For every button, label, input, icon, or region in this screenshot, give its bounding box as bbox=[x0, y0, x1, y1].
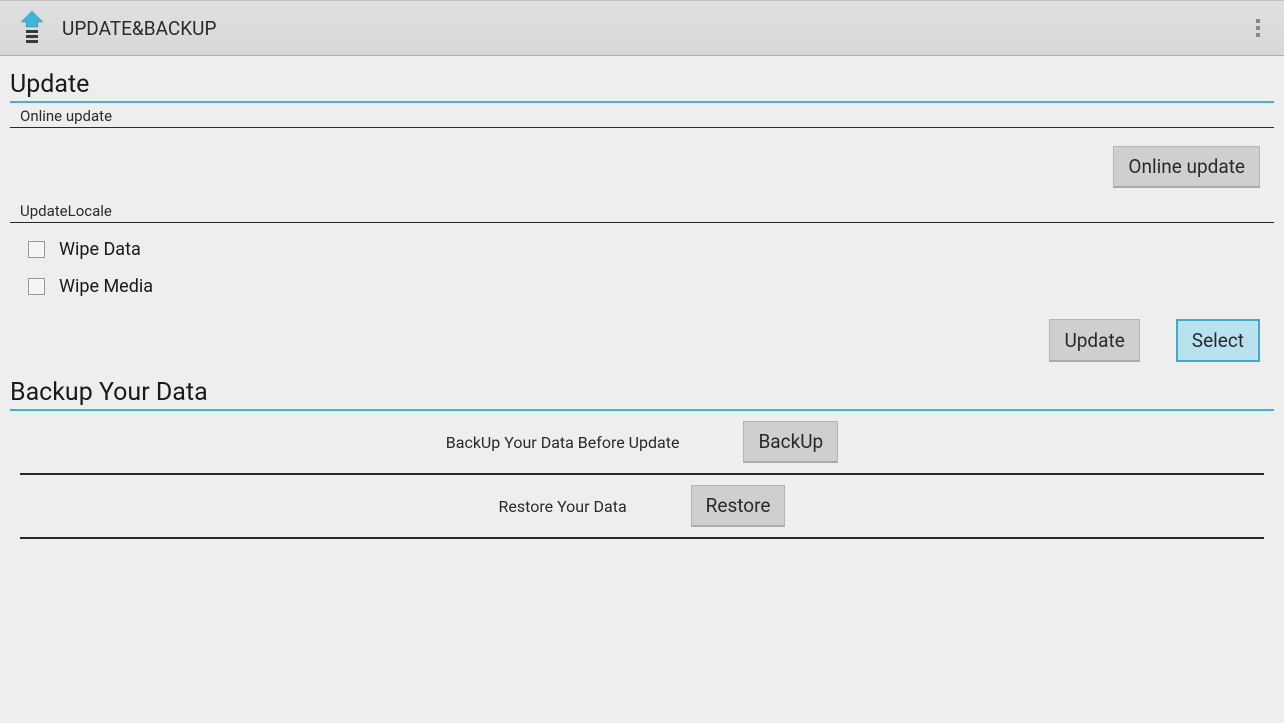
update-button[interactable]: Update bbox=[1049, 319, 1139, 362]
subsection-divider bbox=[10, 127, 1274, 128]
online-update-label: Online update bbox=[10, 103, 1274, 127]
subsection-divider bbox=[10, 222, 1274, 223]
update-section-title: Update bbox=[10, 64, 1274, 101]
backup-text: BackUp Your Data Before Update bbox=[446, 433, 680, 452]
select-button[interactable]: Select bbox=[1176, 319, 1260, 362]
backup-row: BackUp Your Data Before Update BackUp bbox=[20, 411, 1264, 475]
backup-section-title: Backup Your Data bbox=[10, 372, 1274, 409]
online-update-button-row: Online update bbox=[10, 132, 1274, 198]
online-update-button[interactable]: Online update bbox=[1113, 146, 1260, 188]
app-title: UPDATE&BACKUP bbox=[62, 17, 216, 40]
wipe-media-checkbox[interactable] bbox=[28, 278, 45, 295]
wipe-data-checkbox[interactable] bbox=[28, 241, 45, 258]
restore-text: Restore Your Data bbox=[499, 497, 627, 516]
restore-button[interactable]: Restore bbox=[691, 485, 786, 527]
restore-row: Restore Your Data Restore bbox=[20, 475, 1264, 539]
wipe-media-row: Wipe Media bbox=[10, 268, 1274, 305]
update-locale-button-row: Update Select bbox=[10, 305, 1274, 372]
wipe-media-label: Wipe Media bbox=[59, 276, 153, 297]
app-icon bbox=[12, 8, 52, 48]
wipe-data-row: Wipe Data bbox=[10, 231, 1274, 268]
action-bar: UPDATE&BACKUP bbox=[0, 0, 1284, 56]
update-locale-label: UpdateLocale bbox=[10, 198, 1274, 222]
overflow-menu-icon[interactable] bbox=[1246, 12, 1270, 44]
content-area: Update Online update Online update Updat… bbox=[0, 56, 1284, 539]
wipe-data-label: Wipe Data bbox=[59, 239, 141, 260]
backup-button[interactable]: BackUp bbox=[743, 421, 838, 463]
